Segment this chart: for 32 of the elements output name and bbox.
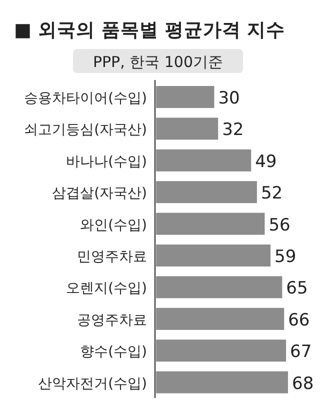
data-label: 67 — [290, 342, 312, 362]
data-label: 52 — [260, 184, 283, 204]
y-tick-label: 바나나(수입) — [66, 154, 147, 170]
y-tick-label: 삼겹살(자국산) — [52, 186, 147, 202]
y-tick-label: 승용차타이어(수입) — [24, 90, 147, 106]
y-tick-label: 공영주차료 — [77, 312, 147, 328]
bar — [156, 244, 271, 266]
y-tick-label: 향수(수입) — [80, 344, 147, 360]
bar — [156, 149, 252, 172]
y-tick-label: 쇠고기등심(자국산) — [24, 122, 147, 138]
y-tick-label: 와인(수입) — [80, 217, 147, 234]
data-label: 68 — [292, 374, 314, 394]
bar — [156, 276, 282, 298]
data-label: 66 — [288, 310, 310, 330]
bar — [156, 371, 288, 394]
bar — [156, 118, 218, 140]
chart-title: ■ 외국의 품목별 평균가격 지수 — [14, 20, 286, 41]
bar — [156, 181, 257, 204]
data-label: 59 — [274, 247, 296, 267]
y-tick-label: 오렌지(수입) — [66, 280, 147, 297]
bar — [156, 340, 286, 362]
y-tick-label: 산악자전거(수입) — [38, 376, 147, 392]
bar — [156, 308, 284, 330]
data-label: 32 — [222, 120, 244, 140]
data-label: 65 — [286, 278, 308, 299]
y-tick-label: 민영주차료 — [77, 249, 147, 265]
data-label: 56 — [268, 215, 290, 236]
bar — [156, 212, 265, 235]
data-label: 30 — [218, 88, 240, 108]
chart-subtitle: PPP, 한국 100기준 — [92, 53, 224, 71]
data-label: 49 — [255, 152, 277, 172]
bar — [156, 86, 214, 108]
